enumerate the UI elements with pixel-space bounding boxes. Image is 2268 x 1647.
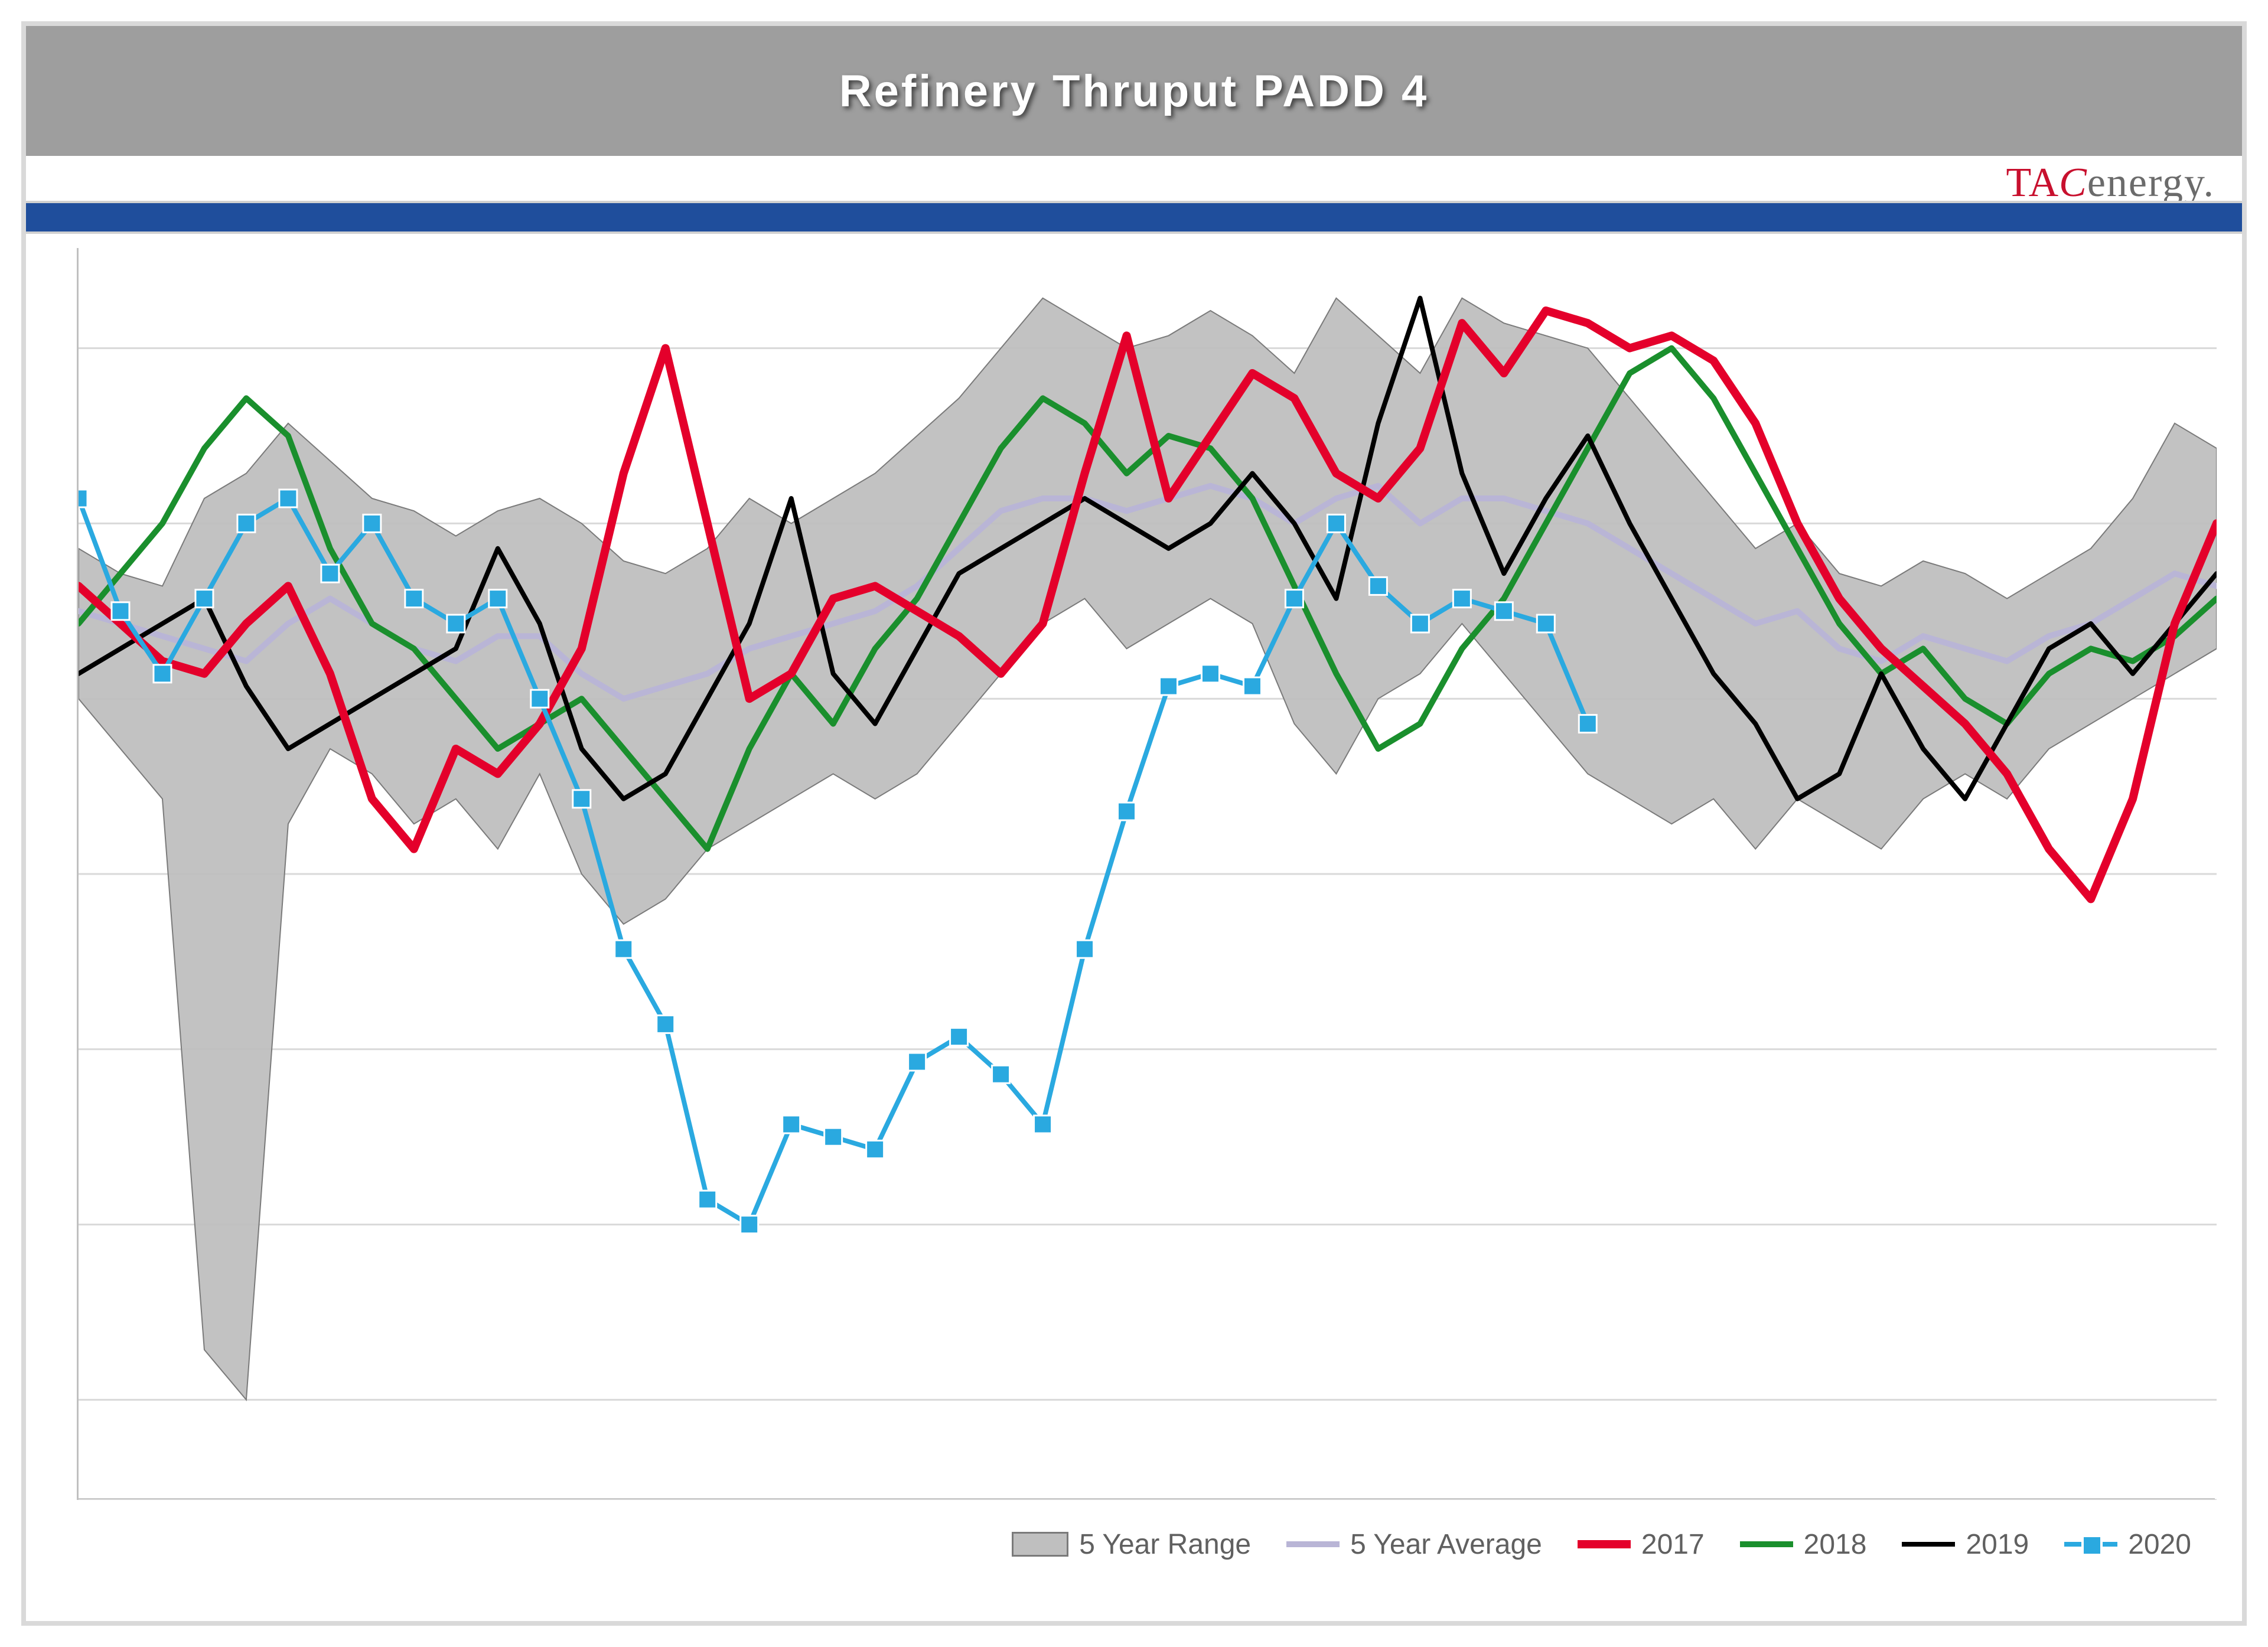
- legend-item-2017: 2017: [1578, 1528, 1705, 1561]
- legend: 5 Year Range 5 Year Average 2017 2018 20…: [77, 1518, 2215, 1571]
- chart-title: Refinery Thruput PADD 4: [839, 66, 1429, 117]
- plot-area: [77, 248, 2215, 1500]
- legend-swatch-2018: [1740, 1541, 1793, 1547]
- legend-item-2018: 2018: [1740, 1528, 1867, 1561]
- plot-wrap: 5 Year Range 5 Year Average 2017 2018 20…: [77, 248, 2215, 1583]
- brand-logo: TACenergy.: [2006, 159, 2215, 207]
- legend-label-2020: 2020: [2128, 1528, 2191, 1561]
- legend-swatch-2017: [1578, 1540, 1631, 1548]
- title-bar: Refinery Thruput PADD 4: [26, 26, 2242, 156]
- legend-item-2019: 2019: [1902, 1528, 2029, 1561]
- legend-swatch-avg: [1286, 1541, 1340, 1547]
- header-accent-bar: [26, 201, 2242, 234]
- legend-label-2017: 2017: [1641, 1528, 1705, 1561]
- legend-label-2018: 2018: [1804, 1528, 1867, 1561]
- legend-label-range: 5 Year Range: [1079, 1528, 1251, 1561]
- legend-item-2020: 2020: [2064, 1528, 2191, 1561]
- legend-label-avg: 5 Year Average: [1350, 1528, 1542, 1561]
- legend-swatch-2020: [2064, 1542, 2117, 1547]
- legend-item-range: 5 Year Range: [1012, 1528, 1251, 1561]
- legend-swatch-range: [1012, 1532, 1068, 1557]
- chart-frame: Refinery Thruput PADD 4 TACenergy. 5 Yea…: [0, 0, 2268, 1647]
- legend-item-avg: 5 Year Average: [1286, 1528, 1542, 1561]
- legend-swatch-2019: [1902, 1542, 1955, 1547]
- legend-label-2019: 2019: [1966, 1528, 2029, 1561]
- chart-svg: [79, 248, 2217, 1500]
